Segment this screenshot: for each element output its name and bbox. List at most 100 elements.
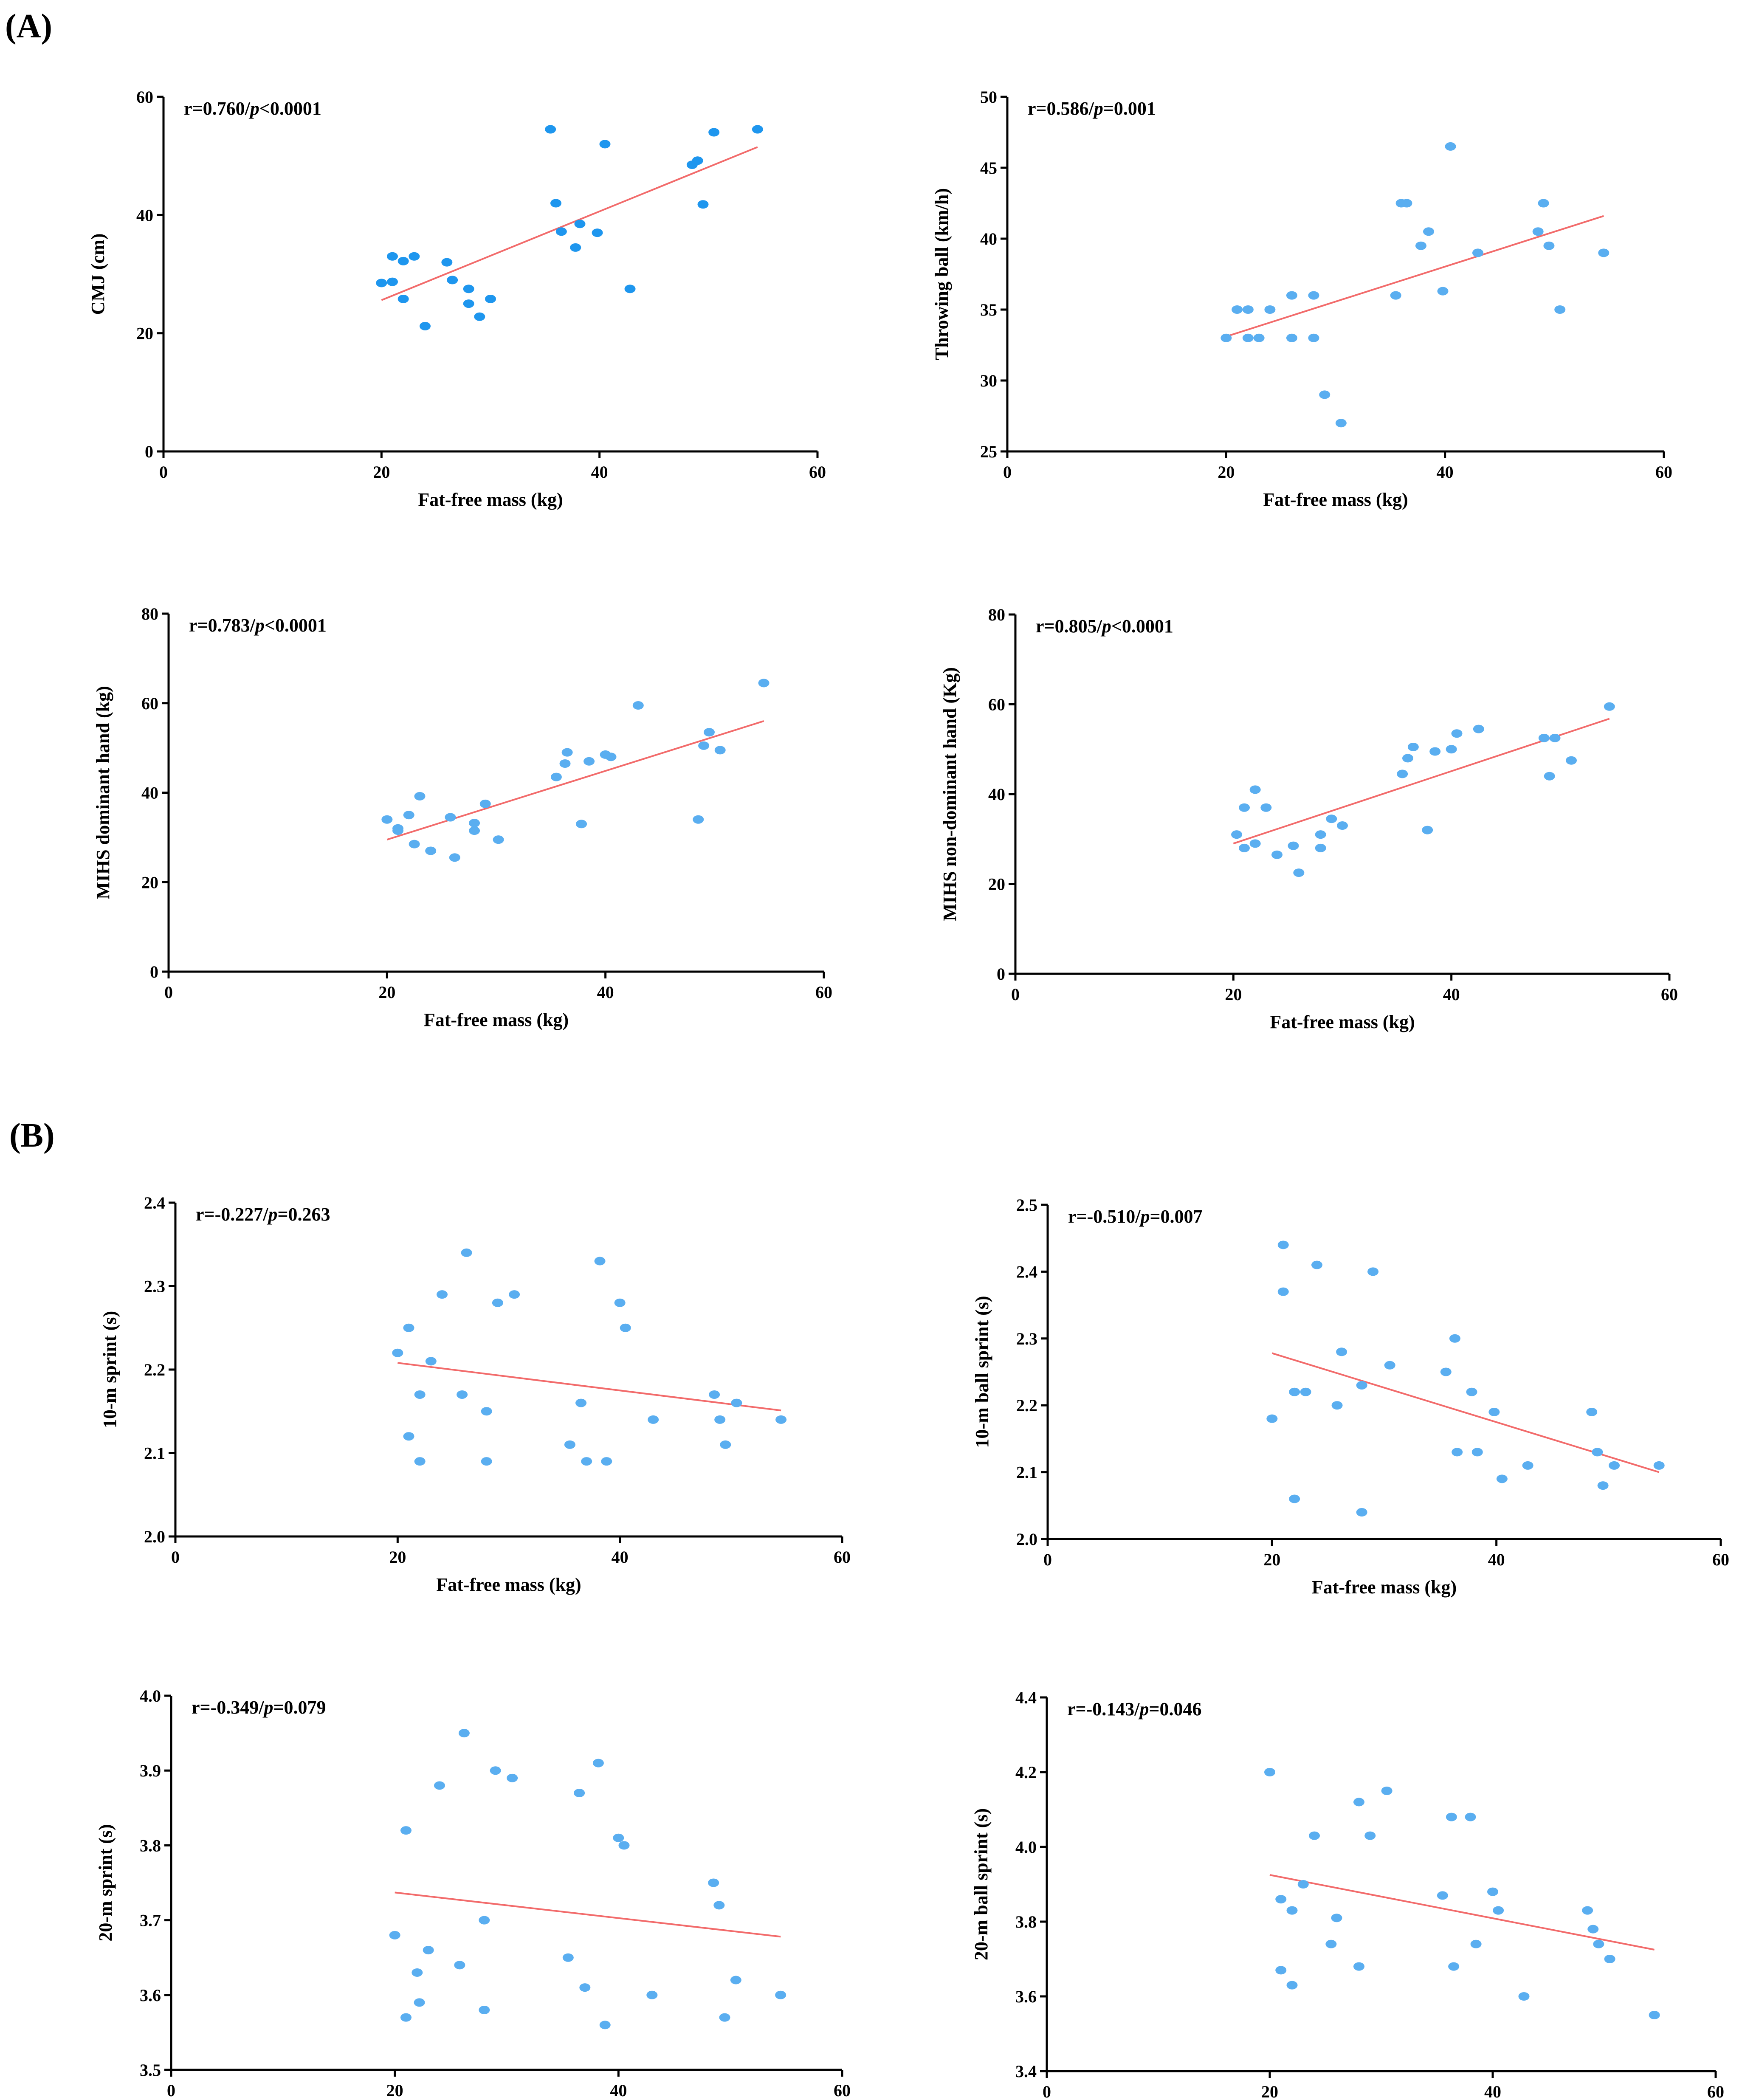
data-point xyxy=(1337,821,1348,830)
data-point xyxy=(1364,1831,1376,1840)
data-point xyxy=(632,701,644,710)
data-point xyxy=(1582,1906,1593,1915)
stat-p-value: =0.007 xyxy=(1150,1206,1202,1227)
y-tick-label: 80 xyxy=(988,605,1005,624)
stat-annotation: r=0.760/p<0.0001 xyxy=(184,98,321,119)
data-point xyxy=(420,321,431,330)
data-point xyxy=(1587,1925,1599,1934)
data-point xyxy=(1609,1461,1620,1470)
data-point xyxy=(397,294,409,303)
data-point xyxy=(1331,1914,1342,1922)
x-tick-label: 20 xyxy=(1261,2082,1278,2100)
data-point xyxy=(1335,419,1347,428)
x-axis-label: Fat-free mass (kg) xyxy=(424,1009,569,1030)
data-point xyxy=(463,285,474,293)
data-point xyxy=(1231,830,1243,839)
data-point xyxy=(1315,843,1326,852)
data-point xyxy=(599,2021,611,2030)
chart-mihs_dom: 0 20 40 60 0 20 40 60 80 Fat-free mass (kg) MIHS d… xyxy=(93,604,832,1030)
y-tick-label: 2.2 xyxy=(144,1360,165,1379)
y-tick-label: 30 xyxy=(980,371,997,390)
stat-annotation: r=0.783/p<0.0001 xyxy=(189,615,327,636)
data-point xyxy=(445,813,456,822)
data-point xyxy=(1325,1939,1337,1948)
stat-r: r=-0.510/ xyxy=(1068,1206,1141,1227)
stat-r: r=-0.349/ xyxy=(192,1697,264,1718)
data-point xyxy=(620,1323,631,1332)
data-point xyxy=(1473,724,1484,733)
data-point xyxy=(1319,390,1330,399)
data-point xyxy=(1518,1992,1530,2001)
y-tick-label: 3.6 xyxy=(140,1986,161,2005)
data-point xyxy=(1407,742,1419,751)
data-point xyxy=(1402,754,1413,763)
data-point xyxy=(775,1415,787,1424)
stat-p-label: p xyxy=(1138,1699,1149,1719)
data-point xyxy=(403,1323,414,1332)
data-point xyxy=(1554,305,1566,314)
x-tick-label: 40 xyxy=(1484,2082,1501,2100)
y-tick-label: 45 xyxy=(980,158,997,178)
data-point xyxy=(758,679,770,688)
stat-p-value: =0.001 xyxy=(1103,98,1156,119)
x-tick-label: 40 xyxy=(1488,1550,1505,1569)
data-point xyxy=(583,757,595,766)
data-point xyxy=(698,741,710,750)
data-point xyxy=(397,257,409,265)
data-point xyxy=(481,1457,492,1466)
y-tick-label: 3.8 xyxy=(1015,1912,1037,1931)
y-axis-label: 10-m sprint (s) xyxy=(99,1311,120,1428)
data-point xyxy=(1653,1461,1665,1470)
data-point xyxy=(387,252,398,261)
data-point xyxy=(564,1440,575,1449)
data-point xyxy=(409,840,420,848)
data-point xyxy=(1397,770,1408,778)
data-point xyxy=(381,815,393,824)
data-point xyxy=(392,1348,403,1357)
y-tick-label: 3.9 xyxy=(140,1761,161,1780)
data-point xyxy=(1448,1962,1460,1971)
x-tick-label: 20 xyxy=(1218,462,1235,482)
data-point xyxy=(1445,142,1456,151)
data-point xyxy=(1549,733,1561,742)
data-point xyxy=(1566,756,1577,765)
data-point xyxy=(1488,1407,1500,1416)
data-point xyxy=(1367,1267,1379,1276)
y-axis-label: 10-m ball sprint (s) xyxy=(972,1296,992,1448)
stat-annotation: r=-0.143/p=0.046 xyxy=(1067,1699,1202,1719)
data-point xyxy=(592,1759,604,1767)
data-point xyxy=(1604,702,1615,711)
data-point xyxy=(1451,729,1463,738)
data-point xyxy=(425,846,437,855)
data-point xyxy=(579,1983,591,1992)
data-point xyxy=(507,1773,518,1782)
y-tick-label: 2.1 xyxy=(1016,1463,1037,1482)
y-tick-label: 2.4 xyxy=(1016,1262,1037,1281)
data-point xyxy=(576,820,587,829)
data-point xyxy=(1466,1387,1477,1396)
x-tick-label: 60 xyxy=(834,2081,851,2100)
stat-annotation: r=-0.349/p=0.079 xyxy=(192,1697,326,1718)
x-tick-label: 60 xyxy=(809,462,826,482)
data-point xyxy=(492,1298,503,1307)
data-point xyxy=(387,277,398,286)
data-point xyxy=(403,811,414,820)
y-axis-label: MIHS non-dominant hand (Kg) xyxy=(939,667,960,921)
data-point xyxy=(708,128,720,137)
data-point xyxy=(441,258,453,267)
data-point xyxy=(1239,803,1250,812)
stat-p-label: p xyxy=(1139,1206,1150,1227)
data-point xyxy=(1470,1939,1482,1948)
y-tick-label: 35 xyxy=(980,300,997,319)
panel-label-a: (A) xyxy=(5,8,52,45)
data-point xyxy=(479,2006,490,2015)
data-point xyxy=(574,1789,585,1798)
data-point xyxy=(1275,1966,1287,1975)
x-tick-label: 0 xyxy=(171,1548,180,1567)
y-axis-label: MIHS dominant hand (kg) xyxy=(93,686,113,899)
x-tick-label: 40 xyxy=(1437,462,1454,482)
data-point xyxy=(730,1976,741,1984)
data-point xyxy=(559,759,571,768)
x-tick-label: 40 xyxy=(1443,985,1460,1004)
data-point xyxy=(1446,745,1457,754)
